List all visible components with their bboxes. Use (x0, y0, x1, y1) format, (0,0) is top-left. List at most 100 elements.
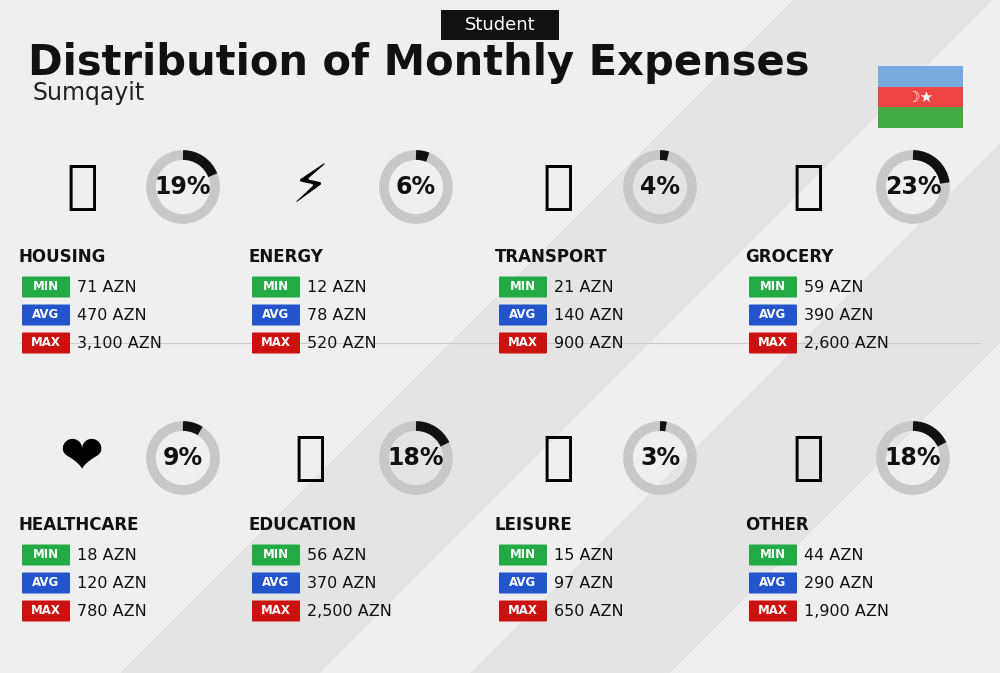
FancyBboxPatch shape (22, 573, 70, 594)
FancyBboxPatch shape (22, 304, 70, 326)
FancyBboxPatch shape (499, 332, 547, 353)
Text: 15 AZN: 15 AZN (554, 548, 614, 563)
Text: 97 AZN: 97 AZN (554, 575, 614, 590)
Text: 140 AZN: 140 AZN (554, 308, 624, 322)
FancyBboxPatch shape (441, 10, 559, 40)
Text: AVG: AVG (262, 308, 290, 322)
Text: AVG: AVG (32, 577, 60, 590)
Text: MIN: MIN (510, 281, 536, 293)
FancyBboxPatch shape (749, 332, 797, 353)
Text: AVG: AVG (509, 308, 537, 322)
Text: 🚌: 🚌 (542, 161, 574, 213)
FancyBboxPatch shape (749, 304, 797, 326)
Text: EDUCATION: EDUCATION (248, 516, 356, 534)
Text: 900 AZN: 900 AZN (554, 336, 624, 351)
Text: 19%: 19% (155, 175, 211, 199)
FancyBboxPatch shape (749, 277, 797, 297)
FancyBboxPatch shape (749, 573, 797, 594)
FancyBboxPatch shape (22, 600, 70, 621)
Text: 780 AZN: 780 AZN (77, 604, 147, 618)
Text: ⚡: ⚡ (292, 161, 328, 213)
Text: 290 AZN: 290 AZN (804, 575, 874, 590)
Text: 🛒: 🛒 (792, 161, 824, 213)
Text: 470 AZN: 470 AZN (77, 308, 147, 322)
FancyBboxPatch shape (878, 66, 963, 87)
FancyBboxPatch shape (252, 304, 300, 326)
Text: 18%: 18% (388, 446, 444, 470)
Text: 🏙: 🏙 (66, 161, 98, 213)
Text: 3%: 3% (640, 446, 680, 470)
Text: MAX: MAX (261, 604, 291, 618)
Text: 18%: 18% (885, 446, 941, 470)
Text: LEISURE: LEISURE (495, 516, 573, 534)
Text: AVG: AVG (32, 308, 60, 322)
Polygon shape (470, 0, 1000, 673)
Text: 71 AZN: 71 AZN (77, 279, 137, 295)
Text: 2,500 AZN: 2,500 AZN (307, 604, 392, 618)
Text: 👛: 👛 (792, 432, 824, 484)
FancyBboxPatch shape (252, 600, 300, 621)
Text: 78 AZN: 78 AZN (307, 308, 367, 322)
FancyBboxPatch shape (499, 600, 547, 621)
Text: MAX: MAX (508, 336, 538, 349)
FancyBboxPatch shape (252, 573, 300, 594)
Text: MIN: MIN (760, 548, 786, 561)
Text: AVG: AVG (262, 577, 290, 590)
Text: MIN: MIN (33, 548, 59, 561)
Text: MIN: MIN (33, 281, 59, 293)
Text: 9%: 9% (163, 446, 203, 470)
Text: 21 AZN: 21 AZN (554, 279, 614, 295)
Text: OTHER: OTHER (745, 516, 809, 534)
Text: Student: Student (465, 16, 535, 34)
FancyBboxPatch shape (878, 107, 963, 128)
Text: MAX: MAX (31, 336, 61, 349)
Text: 🛍: 🛍 (542, 432, 574, 484)
FancyBboxPatch shape (749, 600, 797, 621)
FancyBboxPatch shape (252, 332, 300, 353)
Text: MIN: MIN (263, 548, 289, 561)
Text: Distribution of Monthly Expenses: Distribution of Monthly Expenses (28, 42, 810, 84)
Text: MAX: MAX (758, 604, 788, 618)
FancyBboxPatch shape (252, 544, 300, 565)
Text: MIN: MIN (760, 281, 786, 293)
Text: 120 AZN: 120 AZN (77, 575, 147, 590)
Text: 44 AZN: 44 AZN (804, 548, 864, 563)
Text: 650 AZN: 650 AZN (554, 604, 624, 618)
Text: MAX: MAX (261, 336, 291, 349)
Text: AVG: AVG (759, 577, 787, 590)
Text: 3,100 AZN: 3,100 AZN (77, 336, 162, 351)
FancyBboxPatch shape (22, 544, 70, 565)
Text: MIN: MIN (263, 281, 289, 293)
FancyBboxPatch shape (878, 87, 963, 107)
Text: TRANSPORT: TRANSPORT (495, 248, 608, 266)
Text: 2,600 AZN: 2,600 AZN (804, 336, 889, 351)
Text: AVG: AVG (509, 577, 537, 590)
Text: HOUSING: HOUSING (18, 248, 105, 266)
Text: GROCERY: GROCERY (745, 248, 833, 266)
Text: AVG: AVG (759, 308, 787, 322)
Text: MAX: MAX (508, 604, 538, 618)
Text: 56 AZN: 56 AZN (307, 548, 366, 563)
FancyBboxPatch shape (499, 544, 547, 565)
Text: ENERGY: ENERGY (248, 248, 323, 266)
Text: MAX: MAX (31, 604, 61, 618)
Text: 390 AZN: 390 AZN (804, 308, 874, 322)
FancyBboxPatch shape (499, 573, 547, 594)
FancyBboxPatch shape (749, 544, 797, 565)
FancyBboxPatch shape (22, 332, 70, 353)
Text: 59 AZN: 59 AZN (804, 279, 864, 295)
FancyBboxPatch shape (499, 277, 547, 297)
Text: ❤️: ❤️ (60, 432, 104, 484)
Text: 4%: 4% (640, 175, 680, 199)
Text: 1,900 AZN: 1,900 AZN (804, 604, 889, 618)
Text: 12 AZN: 12 AZN (307, 279, 367, 295)
Text: 520 AZN: 520 AZN (307, 336, 377, 351)
Text: 6%: 6% (396, 175, 436, 199)
Text: 370 AZN: 370 AZN (307, 575, 376, 590)
FancyBboxPatch shape (22, 277, 70, 297)
FancyBboxPatch shape (252, 277, 300, 297)
Text: MAX: MAX (758, 336, 788, 349)
Text: MIN: MIN (510, 548, 536, 561)
Text: 🎓: 🎓 (294, 432, 326, 484)
Polygon shape (120, 0, 993, 673)
